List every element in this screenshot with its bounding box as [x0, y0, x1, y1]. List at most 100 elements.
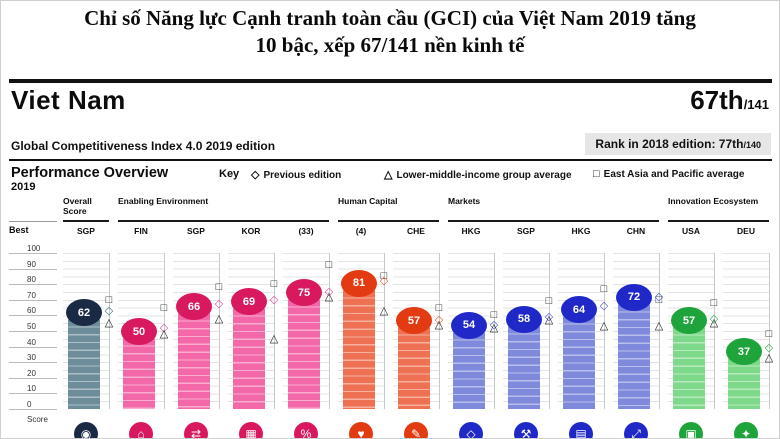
pillar-bar: [563, 309, 595, 409]
pillar-bar: [68, 312, 100, 409]
lmi-average-marker: △: [379, 304, 389, 317]
marker-axis-line: [164, 253, 165, 409]
y-axis-tick-label: 40: [27, 337, 36, 347]
lmi-average-marker: △: [654, 320, 664, 333]
y-axis-tick-label: 50: [27, 322, 36, 331]
pillar-score-badge: 54: [451, 311, 487, 339]
lmi-average-marker: △: [104, 317, 114, 330]
previous-edition-marker: ◇: [104, 304, 114, 317]
eap-average-marker: □: [765, 328, 773, 341]
divider-thick: [9, 79, 772, 83]
rank-2018-box: Rank in 2018 edition: 77th/140: [585, 133, 771, 155]
marker-axis-line: [439, 253, 440, 409]
previous-edition-marker: ◇: [159, 321, 169, 334]
pillar-score-badge: 66: [176, 293, 212, 321]
lmi-average-marker: △: [269, 332, 279, 345]
title-line-1: Chỉ số Năng lực Cạnh tranh toàn cầu (GCI…: [84, 6, 696, 30]
eap-average-marker: □: [215, 281, 223, 294]
marker-axis-line: [714, 253, 715, 409]
eap-average-marker: □: [600, 282, 608, 295]
best-economy-code: (4): [355, 226, 367, 236]
y-axis-gridline: [9, 346, 57, 348]
business-dynamism-icon: ▣: [679, 422, 703, 438]
lmi-average-marker: △: [434, 318, 444, 331]
group-header-underline: [118, 220, 329, 222]
y-axis-gridline: [9, 377, 57, 379]
eap-average-marker: □: [325, 259, 333, 272]
y-axis-gridline: [9, 409, 57, 410]
lmi-average-marker: △: [324, 290, 334, 303]
group-header-underline: [668, 220, 769, 222]
eap-average-marker: □: [545, 295, 553, 308]
y-axis-tick-label: 60: [27, 306, 36, 316]
pillar-bar: [178, 306, 210, 409]
best-economy-code: SGP: [77, 226, 95, 236]
marker-axis-line: [274, 253, 275, 409]
edition-label: Global Competitiveness Index 4.0 2019 ed…: [11, 139, 276, 153]
pillar-bar: [398, 320, 430, 409]
best-economy-code: FIN: [134, 226, 148, 236]
performance-overview-year: 2019: [11, 181, 36, 193]
lmi-average-marker: △: [544, 314, 554, 327]
y-axis-tick-label: 80: [27, 275, 36, 285]
axis-best-label: Best: [9, 225, 29, 235]
best-economy-code: DEU: [737, 226, 755, 236]
best-economy-code: (33): [298, 226, 314, 236]
marker-axis-line: [604, 253, 605, 409]
best-economy-code: HKG: [461, 226, 481, 236]
y-axis-gridline: [9, 315, 57, 317]
marker-axis-line: [769, 253, 770, 409]
marker-axis-line: [549, 253, 550, 409]
legend-label: East Asia and Pacific average: [603, 169, 745, 180]
legend-item-eap-average: □ East Asia and Pacific average: [593, 168, 744, 180]
pillar-bar: [673, 320, 705, 409]
pillar-score-badge: 72: [616, 283, 652, 311]
best-economy-code: SGP: [517, 226, 535, 236]
y-axis-tick-label: 70: [27, 290, 36, 300]
y-axis-gridline: [9, 393, 57, 395]
title-line-2: 10 bậc, xếp 67/141 nền kinh tế: [255, 33, 525, 57]
previous-edition-marker: ◇: [324, 286, 334, 298]
lmi-average-marker: △: [599, 320, 609, 333]
y-axis-score-label: Score: [27, 415, 48, 424]
rank-2018-label: Rank in 2018 edition: 77th: [595, 137, 744, 151]
labour-market-icon: ⚒: [514, 422, 538, 438]
y-axis-tick-label: 30: [27, 353, 36, 363]
eap-average-marker: □: [380, 270, 388, 283]
eap-average-marker: □: [490, 309, 498, 322]
institutions-icon: ⌂: [129, 422, 153, 438]
lmi-average-marker: △: [709, 317, 719, 330]
group-header-label: Enabling Environment: [118, 196, 209, 206]
previous-edition-marker: ◇: [544, 310, 554, 323]
legend-item-lmi-average: △ Lower-middle-income group average: [384, 168, 572, 181]
pillar-bar: [618, 296, 650, 409]
page-title: Chỉ số Năng lực Cạnh tranh toàn cầu (GCI…: [1, 5, 779, 59]
eap-average-marker: □: [655, 293, 663, 306]
group-header-underline: [338, 220, 439, 222]
pillar-bar: [343, 282, 375, 409]
legend-key-label: Key: [219, 168, 240, 180]
square-icon: □: [593, 168, 600, 180]
legend-label: Previous edition: [263, 170, 342, 181]
triangle-icon: △: [384, 169, 393, 181]
lmi-average-marker: △: [214, 312, 224, 325]
performance-overview-title: Performance Overview: [11, 165, 169, 181]
y-axis-gridline: [9, 299, 57, 301]
gauge-icon: ◉: [74, 422, 98, 438]
rank-2018-total: /140: [743, 140, 761, 150]
y-axis-tick-label: 90: [27, 259, 36, 269]
marker-axis-line: [384, 253, 385, 409]
rank-total: /141: [743, 97, 769, 112]
group-header-underline: [448, 220, 659, 222]
innovation-capability-icon: ✦: [734, 422, 758, 438]
best-economy-code: USA: [682, 226, 700, 236]
pillar-score-badge: 57: [396, 307, 432, 335]
ict-adoption-icon: ▦: [239, 422, 263, 438]
diamond-icon: ◇: [251, 169, 260, 181]
previous-edition-marker: ◇: [489, 318, 499, 331]
y-axis-tick-label: 20: [27, 368, 36, 378]
product-market-icon: ◇: [459, 422, 483, 438]
previous-edition-marker: ◇: [379, 275, 389, 288]
legend-label: Lower-middle-income group average: [396, 170, 572, 181]
financial-system-icon: ▤: [569, 422, 593, 438]
